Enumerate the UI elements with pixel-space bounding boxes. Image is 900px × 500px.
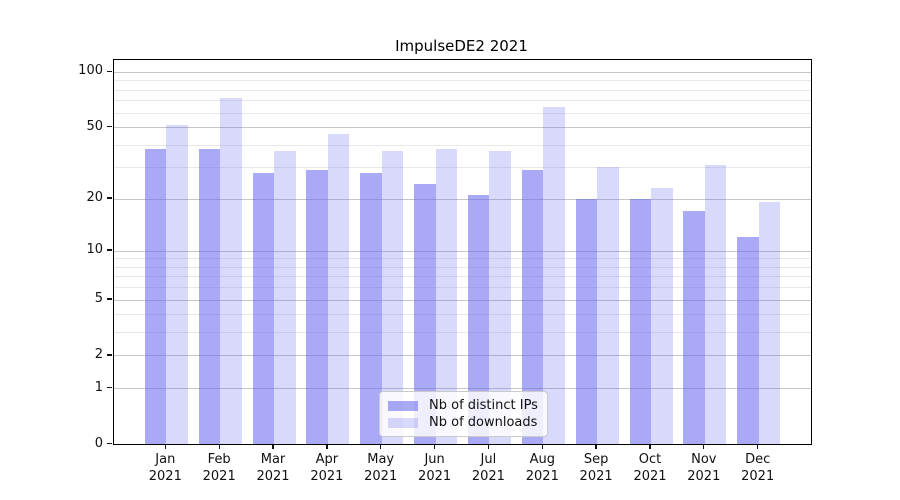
gridline-minor-40 (114, 144, 811, 146)
y-tick-label-50: 50 (86, 118, 103, 134)
y-tick-mark-20 (107, 197, 112, 199)
gridline-major-20 (114, 198, 811, 200)
x-tick-mark-jun (433, 445, 436, 449)
gridline-minor-6 (114, 287, 811, 289)
gridline-major-100 (114, 71, 811, 73)
x-tick-mark-mar (272, 445, 274, 449)
gridline-minor-70 (114, 100, 811, 102)
gridline-minor-9 (114, 258, 811, 260)
y-tick-mark-0 (107, 442, 112, 445)
y-tick-mark-10 (107, 249, 112, 251)
x-tick-label-sep: Sep 2021 (579, 452, 613, 484)
x-tick-mark-jul (487, 445, 490, 449)
x-tick-mark-sep (595, 445, 597, 449)
bar-downloads-sep (597, 167, 619, 444)
x-tick-label-aug: Aug 2021 (525, 452, 559, 484)
bar-downloads-jun (435, 148, 458, 444)
bar-downloads-apr (327, 133, 350, 444)
bar-distinct-ips-nov (683, 210, 705, 444)
x-tick-mark-apr (326, 445, 328, 449)
bar-distinct-ips-aug (521, 169, 544, 444)
x-tick-label-nov: Nov 2021 (687, 452, 721, 484)
legend-item-distinct-ips: Nb of distinct IPs (388, 397, 538, 414)
x-tick-mark-nov (703, 445, 705, 449)
x-tick-mark-oct (649, 445, 651, 449)
y-tick-mark-50 (107, 125, 112, 128)
bar-distinct-ips-jul (467, 194, 490, 444)
bar-downloads-nov (704, 164, 727, 444)
gridline-minor-8 (114, 266, 811, 268)
y-tick-mark-100 (107, 70, 112, 73)
x-tick-label-jul: Jul 2021 (471, 452, 505, 484)
legend-label-downloads: Nb of downloads (429, 415, 538, 430)
bar-downloads-jul (489, 150, 511, 444)
bar-distinct-ips-dec (737, 237, 759, 444)
x-tick-label-jan: Jan 2021 (148, 452, 182, 484)
gridline-major-1 (114, 388, 811, 390)
gridline-minor-7 (114, 276, 811, 278)
legend-label-distinct-ips: Nb of distinct IPs (429, 398, 538, 413)
x-tick-mark-may (380, 445, 382, 449)
x-tick-mark-aug (541, 445, 543, 449)
x-tick-label-feb: Feb 2021 (202, 452, 236, 484)
gridline-major-10 (114, 250, 811, 252)
bar-distinct-ips-sep (575, 198, 598, 444)
bar-distinct-ips-may (360, 172, 382, 444)
legend-swatch-distinct-ips (388, 400, 418, 411)
y-tick-label-0: 0 (94, 435, 103, 451)
gridline-major-2 (114, 355, 811, 357)
x-tick-mark-dec (757, 445, 759, 449)
x-tick-label-may: May 2021 (364, 452, 398, 484)
legend: Nb of distinct IPs Nb of downloads (379, 391, 548, 437)
gridline-minor-90 (114, 80, 811, 82)
y-tick-mark-5 (107, 298, 112, 300)
bar-distinct-ips-mar (252, 172, 274, 444)
bar-downloads-feb (220, 98, 242, 444)
gridline-minor-3 (114, 332, 811, 334)
bar-downloads-may (381, 150, 404, 444)
x-tick-label-mar: Mar 2021 (256, 452, 290, 484)
y-tick-label-2: 2 (94, 346, 103, 362)
legend-swatch-downloads (388, 417, 418, 428)
bar-distinct-ips-jan (144, 148, 167, 444)
bar-downloads-jan (166, 125, 188, 444)
y-tick-label-20: 20 (86, 190, 103, 205)
x-tick-label-oct: Oct 2021 (633, 452, 667, 484)
x-tick-mark-jan (164, 445, 166, 449)
y-tick-label-10: 10 (86, 242, 103, 258)
bar-distinct-ips-oct (629, 198, 651, 444)
x-tick-label-dec: Dec 2021 (741, 452, 775, 484)
plot-area: Nb of distinct IPs Nb of downloads (113, 59, 812, 445)
legend-item-downloads: Nb of downloads (388, 414, 538, 431)
bar-distinct-ips-jun (414, 184, 436, 444)
bar-downloads-mar (274, 150, 296, 444)
x-tick-label-jun: Jun 2021 (418, 452, 452, 484)
gridline-major-5 (114, 299, 811, 301)
bar-downloads-aug (543, 107, 565, 444)
bar-distinct-ips-feb (198, 148, 221, 444)
x-tick-mark-feb (218, 445, 220, 449)
gridline-minor-80 (114, 89, 811, 91)
gridline-minor-4 (114, 314, 811, 316)
gridline-major-50 (114, 127, 811, 128)
x-tick-label-apr: Apr 2021 (310, 452, 344, 484)
y-tick-label-100: 100 (78, 63, 103, 79)
bar-downloads-dec (758, 202, 781, 444)
bar-distinct-ips-apr (306, 169, 328, 444)
y-tick-mark-1 (107, 386, 112, 389)
y-tick-label-5: 5 (94, 291, 103, 306)
gridline-minor-60 (114, 112, 811, 114)
y-tick-mark-2 (107, 354, 112, 356)
y-tick-label-1: 1 (94, 379, 103, 395)
chart-title: ImpulseDE2 2021 (395, 37, 528, 55)
bar-downloads-oct (651, 187, 673, 444)
gridline-minor-30 (114, 167, 811, 169)
